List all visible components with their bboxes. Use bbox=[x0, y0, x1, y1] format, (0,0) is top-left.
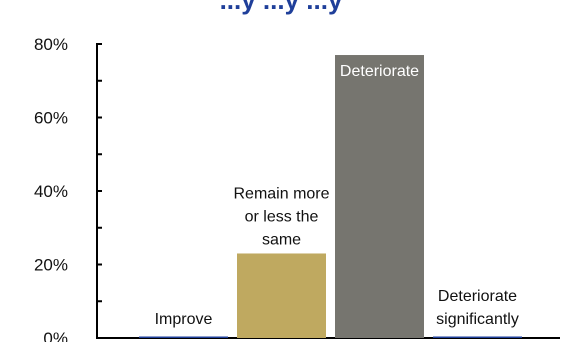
y-tick-label: 40% bbox=[34, 182, 68, 201]
y-tick-label: 60% bbox=[34, 109, 68, 128]
bar-label-line: Remain more bbox=[233, 185, 329, 202]
y-tick-label: 0% bbox=[43, 329, 68, 342]
chart-title-layer: ...y ...y ...y bbox=[220, 0, 343, 15]
chart-title: ...y ...y ...y bbox=[220, 0, 343, 15]
bar-label-line: significantly bbox=[436, 311, 519, 328]
bar-label-2: Remain more or less the same bbox=[233, 185, 329, 248]
bar-label-line: Improve bbox=[155, 311, 213, 328]
bar-label-4: Deteriorate significantly bbox=[436, 288, 519, 328]
bar-label-line: same bbox=[262, 231, 301, 248]
bar-2 bbox=[237, 253, 326, 338]
bars bbox=[139, 55, 522, 339]
bar-label-3: Deteriorate bbox=[340, 63, 419, 80]
bar-label-line: Deteriorate bbox=[438, 288, 517, 305]
bar-3 bbox=[335, 55, 424, 339]
bar-label-line: or less the bbox=[245, 208, 319, 225]
y-tick-label: 20% bbox=[34, 256, 68, 275]
bar-4 bbox=[433, 336, 522, 338]
data-labels: Improve Remain more or less the same Deterio… bbox=[155, 63, 519, 328]
bar-label-1: Improve bbox=[155, 311, 213, 328]
bar-1 bbox=[139, 336, 228, 338]
bar-label-line: Deteriorate bbox=[340, 63, 419, 80]
y-tick-label: 80% bbox=[34, 35, 68, 54]
